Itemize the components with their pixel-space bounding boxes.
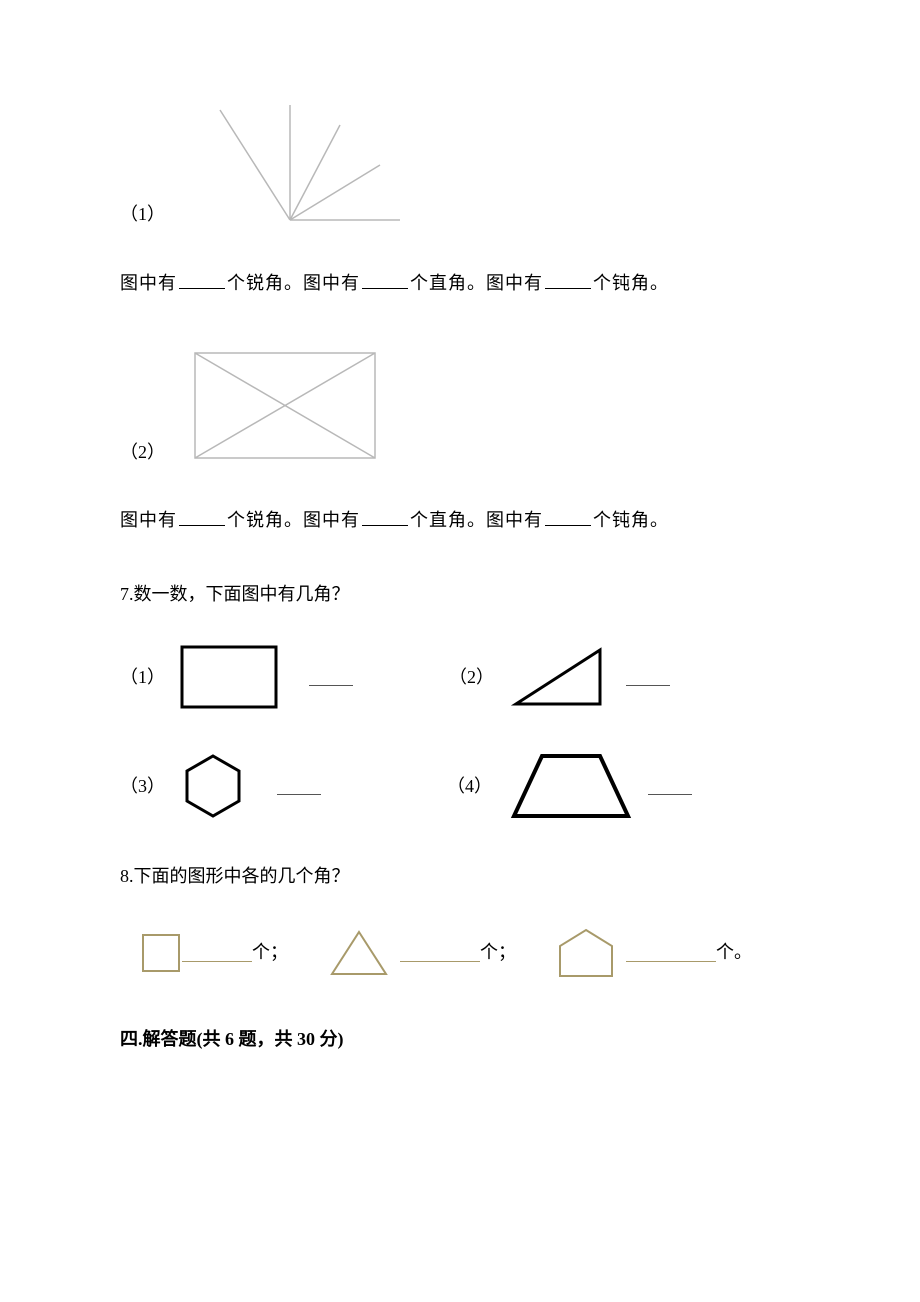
text: 个锐角。图中有 [227, 510, 360, 530]
q7-item-3-num: （3） [120, 772, 165, 801]
hexagon-icon [179, 752, 247, 820]
q7-item-3-blank[interactable] [277, 776, 321, 795]
q7-item-4-num: （4） [447, 772, 492, 801]
q6-part1-figure [185, 100, 405, 239]
blank-obtuse[interactable] [545, 507, 591, 526]
unit-text: 个； [252, 938, 288, 967]
text: 个锐角。图中有 [227, 273, 360, 293]
q8-item-3-blank[interactable] [626, 943, 716, 962]
text: 个钝角。 [593, 273, 669, 293]
q8-item-2: 个； [328, 928, 516, 978]
q6-part2-row: （2） [120, 343, 800, 477]
text: 个直角。图中有 [410, 273, 543, 293]
q7-item-4: （4） [447, 750, 698, 822]
q8-title: 8.下面的图形中各的几个角？ [120, 862, 800, 891]
blank-right[interactable] [362, 507, 408, 526]
blank-right[interactable] [362, 270, 408, 289]
triangle-icon [328, 928, 390, 978]
q8-item-1-blank[interactable] [182, 943, 252, 962]
q7-item-2-num: （2） [449, 663, 494, 692]
q7-item-1-num: （1） [120, 663, 165, 692]
q7-item-2: （2） [449, 644, 676, 710]
text: 个钝角。 [593, 510, 669, 530]
q6-part2-figure [185, 343, 385, 477]
q6-part1-label: （1） [120, 200, 165, 239]
trapezoid-icon [506, 750, 636, 822]
q7-item-1-blank[interactable] [309, 667, 353, 686]
q7-item-1: （1） [120, 644, 359, 710]
q8-row: 个； 个； 个。 [120, 926, 800, 980]
section-4-title: 四.解答题(共 6 题，共 30 分) [120, 1025, 800, 1054]
blank-obtuse[interactable] [545, 270, 591, 289]
square-icon [140, 932, 182, 974]
q8-item-1: 个； [140, 932, 288, 974]
q7-title: 7.数一数，下面图中有几角？ [120, 580, 800, 609]
pentagon-house-icon [556, 926, 616, 980]
text: 图中有 [120, 510, 177, 530]
q7-item-2-blank[interactable] [626, 667, 670, 686]
q7-row1: （1） （2） [120, 644, 800, 710]
rectangle-icon [179, 644, 279, 710]
q8-item-3: 个。 [556, 926, 752, 980]
q8-item-2-blank[interactable] [400, 943, 480, 962]
text: 个直角。图中有 [410, 510, 543, 530]
q6-part1-sentence: 图中有 个锐角。图中有 个直角。图中有 个钝角。 [120, 269, 800, 298]
q6-part2-sentence: 图中有 个锐角。图中有 个直角。图中有 个钝角。 [120, 506, 800, 535]
unit-text: 个。 [716, 938, 752, 967]
text: 图中有 [120, 273, 177, 293]
q7-item-4-blank[interactable] [648, 776, 692, 795]
q6-part1-row: （1） [120, 100, 800, 239]
blank-acute[interactable] [179, 507, 225, 526]
q7-row2: （3） （4） [120, 750, 800, 822]
q7-item-3: （3） [120, 752, 327, 820]
worksheet-page: （1） 图中有个锐角。图中有个直角。图中有个钝角。 （2） 图中有个锐角。图中有… [0, 0, 920, 1302]
unit-text: 个； [480, 938, 516, 967]
right-triangle-icon [508, 644, 608, 710]
blank-acute[interactable] [179, 270, 225, 289]
q6-part2-label: （2） [120, 438, 165, 477]
